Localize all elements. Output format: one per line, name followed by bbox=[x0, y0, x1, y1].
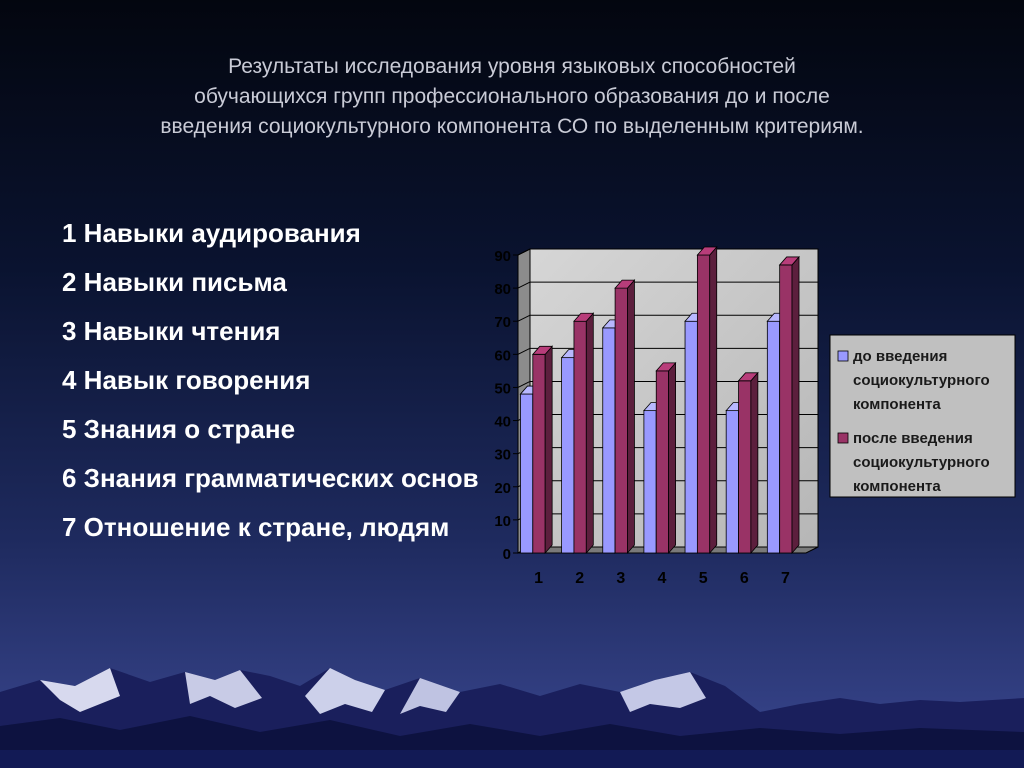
x-tick-label: 2 bbox=[575, 570, 584, 587]
bar-front bbox=[655, 370, 669, 554]
criterion-item: 1 Навыки аудирования bbox=[62, 218, 361, 248]
bar-front bbox=[684, 320, 698, 554]
title-line: обучающихся групп профессионального обра… bbox=[194, 85, 830, 108]
x-tick-label: 7 bbox=[781, 570, 790, 587]
bar-top bbox=[573, 312, 595, 322]
water-strip bbox=[0, 750, 1024, 768]
criterion-item: 3 Навыки чтения bbox=[62, 316, 281, 346]
chart-bars bbox=[519, 245, 800, 555]
bar bbox=[737, 371, 759, 555]
criterion-item: 5 Знания о стране bbox=[62, 414, 296, 444]
bar-side bbox=[544, 345, 553, 555]
snow-peak bbox=[40, 668, 120, 712]
snow-peak bbox=[185, 670, 262, 708]
bar-front bbox=[573, 320, 587, 554]
x-tick-label: 5 bbox=[699, 570, 708, 587]
legend-entry: до введения социокультурного компонента bbox=[853, 348, 990, 413]
bar-top bbox=[531, 345, 554, 355]
criterion-item: 2 Навыки письма bbox=[62, 267, 287, 297]
bar-front bbox=[602, 327, 616, 554]
y-tick-label: 20 bbox=[494, 480, 511, 497]
bar-front bbox=[766, 320, 781, 554]
y-tick-label: 80 bbox=[494, 281, 511, 298]
snow-peak bbox=[400, 678, 460, 714]
bar-front bbox=[643, 410, 657, 554]
bar-front bbox=[532, 353, 546, 554]
bar-front bbox=[614, 287, 628, 554]
y-tick-label: 70 bbox=[494, 314, 511, 331]
criteria-list: 1 Навыки аудирования 2 Навыки письма 3 Н… bbox=[62, 218, 502, 561]
gridline bbox=[517, 380, 818, 388]
bar bbox=[531, 345, 554, 555]
gridline bbox=[517, 281, 818, 289]
y-tick-label: 50 bbox=[494, 380, 511, 397]
title-line: Результаты исследования уровня языковых … bbox=[228, 55, 796, 78]
x-tick-label: 4 bbox=[658, 570, 667, 587]
snow-peak bbox=[305, 668, 385, 714]
bar-side bbox=[585, 312, 594, 555]
gridline bbox=[517, 347, 818, 355]
bar-front bbox=[779, 264, 793, 554]
y-tick-label: 40 bbox=[494, 414, 511, 431]
bar-side bbox=[668, 361, 676, 555]
legend-swatch bbox=[837, 350, 849, 362]
bar-top bbox=[778, 256, 800, 266]
gridline bbox=[517, 248, 818, 256]
x-tick-label: 3 bbox=[616, 570, 625, 587]
criterion-item: 4 Навык говорения bbox=[62, 365, 311, 395]
bar-top bbox=[655, 362, 677, 372]
bar bbox=[696, 245, 718, 555]
y-tick-label: 30 bbox=[494, 447, 511, 464]
legend-swatch bbox=[837, 432, 849, 444]
y-tick-label: 90 bbox=[494, 248, 511, 265]
bar-top bbox=[614, 279, 636, 289]
bar-front bbox=[696, 254, 711, 554]
chart-legend: до введения социокультурного компонента пос… bbox=[829, 334, 1016, 498]
bar-front bbox=[520, 393, 534, 554]
slide-title: Результаты исследования уровня языковых … bbox=[40, 52, 984, 142]
snow-peak bbox=[620, 672, 706, 712]
bar-side bbox=[750, 371, 759, 555]
y-tick-label: 60 bbox=[494, 347, 511, 364]
y-tick-label: 10 bbox=[494, 513, 511, 530]
title-line: введения социокультурного компонента СО … bbox=[160, 115, 864, 138]
criterion-item: 7 Отношение к стране, людям bbox=[62, 512, 450, 542]
x-tick-label: 6 bbox=[740, 570, 749, 587]
bar bbox=[614, 279, 636, 555]
bar-top bbox=[737, 372, 759, 382]
bar-chart: 0 10 20 30 40 50 60 70 80 90 1 2 3 4 5 6 7 до введения с… bbox=[494, 245, 1016, 587]
criterion-item: 6 Знания грамматических основ bbox=[62, 463, 479, 493]
y-axis: 0 10 20 30 40 50 60 70 80 90 bbox=[494, 248, 519, 563]
bar-front bbox=[725, 410, 739, 554]
bar bbox=[778, 255, 800, 555]
bar-top bbox=[696, 246, 718, 256]
bar-front bbox=[561, 357, 575, 554]
x-axis: 1 2 3 4 5 6 7 bbox=[534, 570, 790, 587]
bar bbox=[573, 312, 595, 555]
bar bbox=[655, 361, 677, 555]
mountains-illustration bbox=[0, 668, 1024, 768]
bar-side bbox=[709, 245, 718, 555]
gridline bbox=[517, 314, 818, 322]
legend-entry: после введения социокультурного компонента bbox=[853, 430, 990, 495]
x-tick-label: 1 bbox=[534, 570, 543, 587]
bar-front bbox=[738, 380, 752, 554]
bar-side bbox=[791, 255, 800, 555]
legend-box bbox=[829, 334, 1016, 498]
bar-side bbox=[627, 279, 635, 555]
y-tick-label: 0 bbox=[503, 546, 511, 563]
